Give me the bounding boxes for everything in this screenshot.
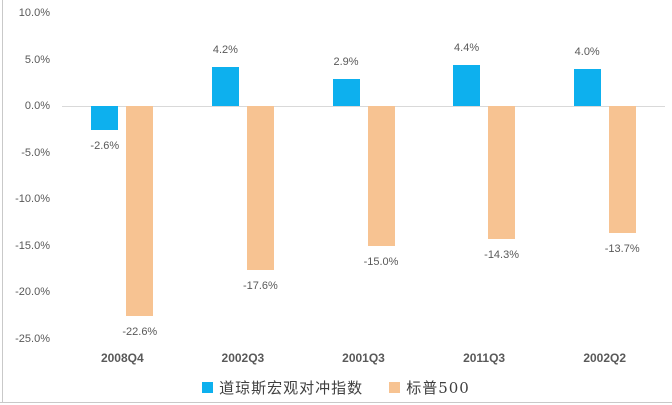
bar-value-label: -15.0% bbox=[363, 255, 399, 268]
bar-value-label: 2.9% bbox=[333, 56, 359, 69]
legend-item: 标普500 bbox=[389, 377, 470, 398]
bar-value-label: -13.7% bbox=[604, 243, 640, 256]
y-axis-tick-label: -20.0% bbox=[15, 286, 50, 298]
y-axis-tick-label: -25.0% bbox=[15, 332, 50, 345]
legend-swatch-icon bbox=[202, 381, 214, 393]
bar-index bbox=[332, 79, 360, 106]
legend-label: 道琼斯宏观对冲指数 bbox=[219, 378, 364, 397]
bar-index bbox=[91, 106, 119, 131]
bar-value-label: 4.0% bbox=[574, 45, 600, 58]
y-axis-tick-label: 10.0% bbox=[18, 7, 50, 19]
legend: 道琼斯宏观对冲指数 标普500 bbox=[0, 376, 672, 398]
bar-value-label: -22.6% bbox=[122, 326, 158, 339]
y-axis-tick-label: -10.0% bbox=[15, 193, 50, 205]
bar-sp500 bbox=[246, 106, 274, 270]
bottom-border-line bbox=[0, 402, 672, 403]
x-axis-category-label: 2002Q3 bbox=[221, 351, 265, 365]
bar-value-label: -2.6% bbox=[90, 140, 120, 153]
y-axis-tick-label: 5.0% bbox=[24, 53, 50, 66]
bar-value-label: 4.4% bbox=[454, 42, 480, 55]
legend-swatch-icon bbox=[389, 381, 401, 393]
y-axis-tick-label: -5.0% bbox=[21, 146, 50, 159]
y-axis-tick-label: -15.0% bbox=[15, 239, 50, 252]
bar-sp500 bbox=[608, 106, 636, 234]
zero-axis-line bbox=[62, 106, 665, 107]
x-axis-category-label: 2002Q2 bbox=[583, 351, 627, 365]
left-border-line bbox=[2, 0, 3, 403]
bar-value-label: -14.3% bbox=[484, 248, 520, 261]
y-axis-tick-label: 0.0% bbox=[24, 100, 50, 112]
bar-sp500 bbox=[126, 106, 154, 317]
bar-sp500 bbox=[488, 106, 516, 239]
bar-value-label: -17.6% bbox=[242, 279, 278, 292]
bar-index bbox=[211, 66, 239, 106]
legend-item: 道琼斯宏观对冲指数 bbox=[202, 377, 363, 398]
x-axis-category-label: 2008Q4 bbox=[100, 351, 144, 365]
x-axis-category-label: 2011Q3 bbox=[463, 351, 506, 365]
bar-index bbox=[453, 65, 481, 106]
legend-label: 标普500 bbox=[406, 378, 470, 397]
bar-value-label: 4.2% bbox=[212, 43, 238, 56]
bar-index bbox=[573, 68, 601, 106]
bar-sp500 bbox=[367, 106, 395, 246]
x-axis-category-label: 2001Q3 bbox=[342, 351, 385, 365]
